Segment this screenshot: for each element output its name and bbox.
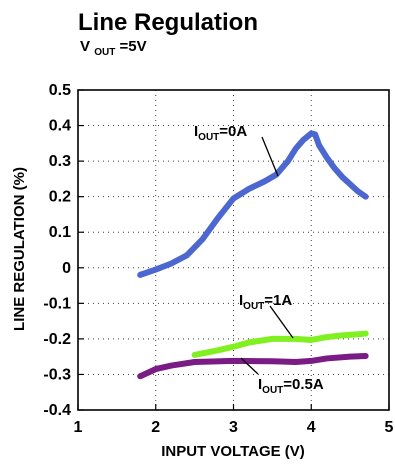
y-tick-label-5: 0	[62, 260, 71, 277]
tick-layer: 1 2 3 4 5 0.5 0.4 0.3 0.2 0.1 0 -0.1 -0.2 -0.3 -0.4	[43, 82, 393, 436]
annotation-iout_0a-label: IOUT=0A	[194, 123, 247, 143]
chart-subtitle-rest: =5V	[119, 38, 146, 55]
y-tick-label-7: -0.2	[43, 331, 71, 348]
y-tick-label-3: 0.2	[49, 189, 71, 206]
annotation-iout_1a-label: IOUT=1A	[239, 292, 292, 312]
annotation-iout_1a-label-base: I	[239, 292, 243, 309]
x-tick-label-3: 4	[307, 419, 316, 436]
chart-subtitle-sub: OUT	[94, 47, 115, 58]
annotation-leader-iout_0a	[261, 136, 279, 177]
x-tick-label-4: 5	[385, 419, 394, 436]
annotation-leader-iout_05a	[240, 357, 259, 375]
series-line-iout_0a	[137, 130, 369, 278]
series-line-iout_1a	[191, 330, 369, 358]
annotation-iout_0a-label-rest: =0A	[219, 123, 247, 140]
y-axis-label: LINE REGULATION (%)	[11, 167, 28, 331]
annotation-iout_1a-label-rest: =1A	[264, 292, 292, 309]
x-tick-label-0: 1	[74, 419, 83, 436]
y-tick-label-4: 0.1	[49, 224, 71, 241]
y-tick-label-0: 0.5	[49, 82, 71, 99]
y-tick-label-6: -0.1	[43, 295, 71, 312]
annotation-leader-iout_1a	[269, 305, 294, 339]
x-axis-label: INPUT VOLTAGE (V)	[161, 443, 305, 460]
annotation-iout_05a-label-base: I	[258, 376, 262, 393]
annotation-iout_0a-label-sub: OUT	[198, 132, 219, 143]
y-tick-label-8: -0.3	[43, 366, 71, 383]
chart-subtitle-base: V	[80, 38, 90, 55]
annotation-iout_05a-label-rest: =0.5A	[283, 376, 324, 393]
chart-title: Line Regulation	[78, 9, 258, 36]
x-tick-label-1: 2	[151, 419, 160, 436]
y-tick-label-1: 0.4	[49, 118, 71, 135]
x-tick-label-2: 3	[229, 419, 238, 436]
annotation-iout_05a-label: IOUT=0.5A	[258, 376, 324, 396]
annotation-iout_1a-label-sub: OUT	[243, 301, 264, 312]
series-layer	[137, 130, 369, 380]
annotation-iout_0a-label-base: I	[194, 123, 198, 140]
chart-subtitle: V OUT =5V	[80, 38, 147, 59]
series-line-iout_05a	[137, 352, 369, 380]
y-tick-label-9: -0.4	[43, 402, 71, 419]
annotation-iout_05a-label-sub: OUT	[262, 385, 283, 396]
y-tick-label-2: 0.3	[49, 153, 71, 170]
